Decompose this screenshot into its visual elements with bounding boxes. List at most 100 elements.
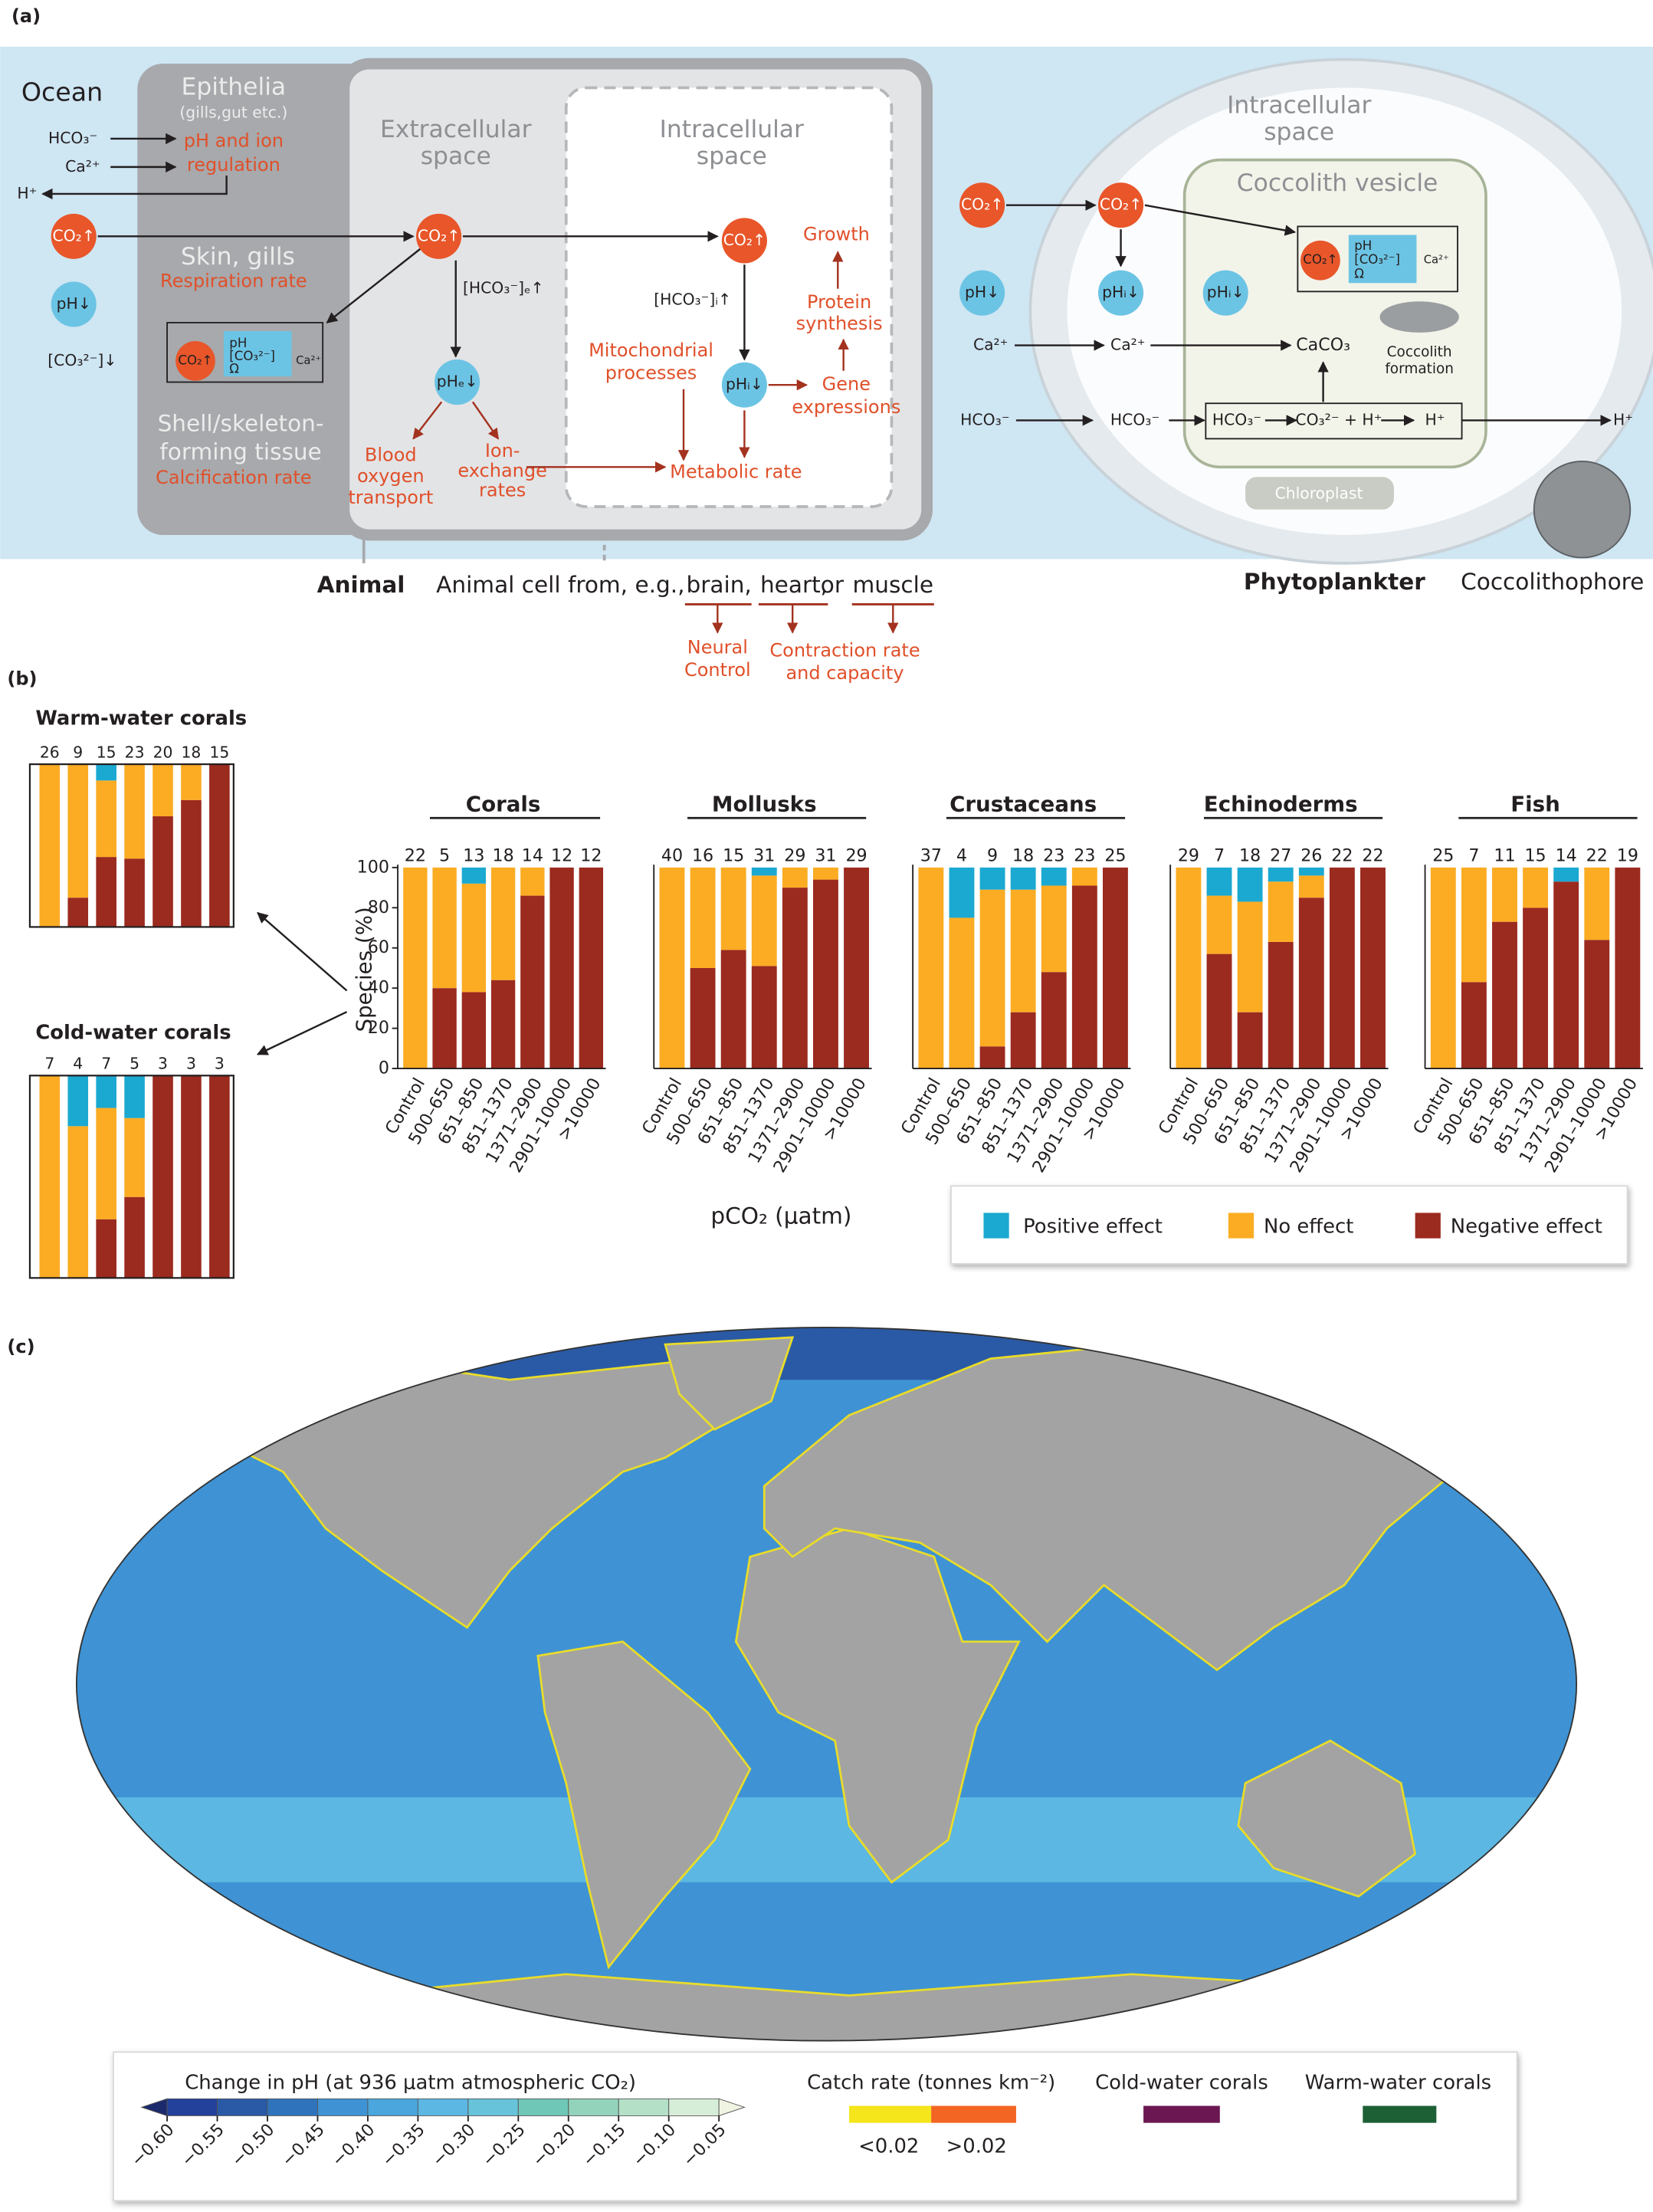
- label: CO₂↑: [723, 231, 766, 249]
- co2-circle: [1300, 240, 1340, 281]
- bar-segment: [124, 764, 145, 859]
- chart-title: Cold-water corals: [35, 1021, 231, 1044]
- bar-segment: [1206, 953, 1232, 1069]
- legend: [112, 2051, 1518, 2202]
- label: HCO₃⁻: [48, 129, 97, 147]
- label: pH and ion: [184, 130, 284, 152]
- count-label: 31: [815, 846, 836, 866]
- label: CO₃²⁻ + H⁺: [1295, 410, 1382, 428]
- label: [HCO₃⁻]ᵢ↑: [654, 290, 731, 308]
- bar-segment: [1268, 941, 1294, 1069]
- bar-segment: [1010, 1012, 1036, 1069]
- chloroplast: [1245, 477, 1394, 510]
- bar-segment: [153, 764, 173, 817]
- label: space: [1264, 119, 1334, 146]
- box: [223, 331, 292, 377]
- panel-label: (a): [11, 5, 41, 27]
- bar-segment: [979, 1046, 1005, 1069]
- legend-swatch: [1228, 1213, 1255, 1239]
- count-label: 4: [73, 1055, 83, 1073]
- y-axis-label: Species (%): [352, 907, 377, 1032]
- label: CO₂↑: [1100, 195, 1142, 214]
- bar-segment: [918, 867, 944, 1069]
- count-label: 15: [1524, 846, 1546, 866]
- label: CO₂↑: [1303, 252, 1337, 267]
- label: space: [697, 143, 767, 170]
- count-label: 3: [186, 1055, 196, 1073]
- panel-a: (a) Ocean Epithelia (gills,gut etc.) pH …: [0, 5, 1653, 684]
- label: Ion-: [485, 440, 520, 461]
- colorbar-segment: [217, 2098, 268, 2116]
- bar-segment: [1268, 867, 1294, 882]
- count-label: 5: [439, 846, 450, 866]
- chart-title: Corals: [466, 792, 541, 817]
- label: HCO₃⁻: [1212, 410, 1261, 428]
- label: Calcification rate: [156, 467, 311, 488]
- label: Animal: [317, 572, 405, 598]
- bar-segment: [1010, 889, 1036, 1012]
- colorbar-segment: [668, 2098, 720, 2116]
- bar-segment: [1041, 972, 1067, 1069]
- label: pH: [1354, 238, 1372, 253]
- count-label: 14: [1556, 846, 1577, 866]
- label: Extracellular: [380, 116, 532, 143]
- count-label: 9: [73, 743, 83, 761]
- bar-segment: [67, 764, 89, 898]
- arrow: [412, 401, 443, 440]
- label: Ca²⁺: [1110, 336, 1145, 354]
- bar-segment: [96, 780, 116, 858]
- bar-segment: [979, 889, 1005, 1047]
- legend-swatch: [849, 2105, 932, 2123]
- label: Chloroplast: [1275, 484, 1363, 502]
- bar-segment: [39, 1075, 61, 1278]
- count-label: 22: [1362, 846, 1383, 866]
- bar-segment: [1298, 898, 1324, 1069]
- bar-segment: [949, 867, 975, 918]
- label: Control: [684, 659, 751, 681]
- bar-segment: [813, 879, 838, 1069]
- label: space: [421, 143, 491, 170]
- label: CO₂↑: [178, 353, 212, 367]
- colorbar-segment: [267, 2098, 318, 2116]
- count-label: 29: [845, 846, 867, 866]
- count-label: 18: [492, 846, 513, 866]
- label: pHₑ↓: [437, 372, 478, 391]
- bar-segment: [844, 867, 869, 1069]
- count-label: 4: [956, 846, 967, 866]
- label: CO₂↑: [418, 226, 460, 245]
- label: Coccolith: [1387, 344, 1452, 360]
- land: [210, 1336, 1488, 2041]
- label: HCO₃⁻: [1110, 410, 1159, 428]
- label: [CO₃²⁻]: [229, 349, 275, 363]
- label: Intracellular: [1227, 91, 1371, 119]
- bar-segment: [432, 988, 457, 1069]
- box: [166, 322, 324, 383]
- co2-circle: [51, 213, 97, 259]
- count-label: 3: [215, 1055, 225, 1073]
- label: heart,: [760, 572, 828, 598]
- bar-segment: [782, 867, 808, 888]
- bar-segment: [209, 1075, 230, 1278]
- bar-segment: [124, 1075, 145, 1118]
- label: Ca²⁺: [973, 336, 1008, 354]
- label: Shell/skeleton-: [158, 410, 324, 436]
- colorbar-segment: [166, 2098, 218, 2116]
- label: Skin, gills: [181, 243, 295, 271]
- bar-segment: [209, 764, 230, 927]
- y-tick-label: 20: [368, 1018, 389, 1038]
- count-label: 16: [692, 846, 713, 866]
- label: Respiration rate: [160, 270, 307, 291]
- label: Ca²⁺: [65, 157, 100, 176]
- legend-title: Cold-water corals: [1095, 2071, 1268, 2094]
- bar-segment: [720, 867, 746, 950]
- count-label: 37: [920, 846, 942, 866]
- count-label: 25: [1432, 846, 1454, 866]
- bar-segment: [1492, 921, 1517, 1069]
- map: [76, 1327, 1577, 2041]
- bar-segment: [813, 867, 838, 880]
- count-label: 3: [158, 1055, 168, 1073]
- bar-segment: [67, 898, 89, 927]
- bar-segment: [1360, 867, 1386, 1069]
- count-label: 18: [1239, 846, 1261, 866]
